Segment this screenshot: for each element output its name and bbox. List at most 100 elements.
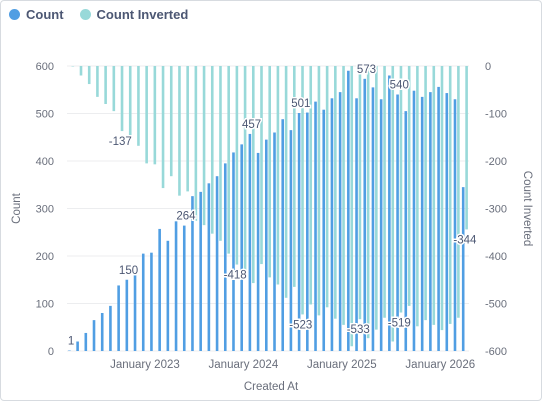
- bar-count-inverted[interactable]: [121, 66, 124, 131]
- x-tick-label: January 2025: [307, 359, 377, 371]
- bar-count-inverted[interactable]: [260, 66, 263, 264]
- bar-count[interactable]: [290, 130, 293, 351]
- bar-count-inverted[interactable]: [244, 66, 247, 273]
- bar-count-inverted[interactable]: [145, 66, 148, 163]
- bar-count-inverted[interactable]: [383, 66, 386, 318]
- bar-count[interactable]: [413, 91, 416, 351]
- bar-count[interactable]: [331, 98, 334, 351]
- bar-count-inverted[interactable]: [236, 66, 239, 265]
- bar-count[interactable]: [429, 92, 432, 351]
- bar-count[interactable]: [380, 99, 383, 351]
- bar-count-inverted[interactable]: [113, 66, 116, 111]
- bar-count[interactable]: [388, 76, 391, 352]
- bar-count-inverted[interactable]: [277, 66, 280, 285]
- data-label: -137: [109, 136, 132, 148]
- bar-count-inverted[interactable]: [375, 66, 378, 330]
- bar-count[interactable]: [281, 119, 284, 351]
- bar-count[interactable]: [199, 192, 202, 351]
- bar-count[interactable]: [85, 333, 88, 351]
- bar-count[interactable]: [232, 152, 235, 351]
- data-label: 1: [68, 336, 74, 348]
- bar-count-inverted[interactable]: [195, 66, 198, 221]
- bar-count[interactable]: [355, 98, 358, 351]
- bar-count[interactable]: [93, 320, 96, 351]
- bar-count[interactable]: [372, 87, 375, 351]
- x-tick-label: January 2023: [110, 359, 180, 371]
- bar-count[interactable]: [183, 226, 186, 351]
- data-label: 573: [357, 64, 376, 76]
- bar-count-inverted[interactable]: [326, 66, 329, 307]
- y-tick-right: -500: [485, 299, 507, 311]
- bar-count-inverted[interactable]: [104, 66, 107, 104]
- bar-count-inverted[interactable]: [252, 66, 255, 283]
- bar-count[interactable]: [117, 285, 120, 351]
- bar-count[interactable]: [421, 97, 424, 351]
- bar-count[interactable]: [150, 253, 153, 351]
- bar-count[interactable]: [142, 254, 145, 351]
- bar-count-inverted[interactable]: [170, 66, 173, 176]
- bar-count-inverted[interactable]: [441, 66, 444, 330]
- bar-count[interactable]: [322, 110, 325, 351]
- bar-count[interactable]: [396, 95, 399, 352]
- bar-count[interactable]: [437, 87, 440, 351]
- bar-count[interactable]: [462, 187, 465, 351]
- bar-count-inverted[interactable]: [432, 66, 435, 325]
- bar-count[interactable]: [158, 229, 161, 351]
- x-axis-title: Created At: [244, 381, 299, 393]
- bar-count[interactable]: [454, 99, 457, 351]
- bar-count[interactable]: [76, 342, 79, 352]
- bar-count-inverted[interactable]: [391, 66, 394, 342]
- bar-count-inverted[interactable]: [203, 66, 206, 225]
- bar-count-inverted[interactable]: [96, 66, 99, 97]
- bar-count-inverted[interactable]: [178, 66, 181, 196]
- bar-count-inverted[interactable]: [367, 66, 370, 338]
- bar-count-inverted[interactable]: [350, 66, 353, 346]
- bar-count[interactable]: [208, 183, 211, 351]
- bar-count-inverted[interactable]: [186, 66, 189, 191]
- bar-count[interactable]: [265, 140, 268, 351]
- bar-count-inverted[interactable]: [137, 66, 140, 146]
- bar-count-inverted[interactable]: [408, 66, 411, 306]
- bar-count-inverted[interactable]: [359, 66, 362, 319]
- bar-count-inverted[interactable]: [154, 66, 157, 164]
- bar-count-inverted[interactable]: [227, 66, 230, 254]
- bar-count-inverted[interactable]: [162, 66, 165, 188]
- bar-count-inverted[interactable]: [416, 66, 419, 326]
- bar-count[interactable]: [249, 134, 252, 351]
- bar-count[interactable]: [306, 113, 309, 351]
- bar-count-inverted[interactable]: [457, 66, 460, 318]
- bar-count-inverted[interactable]: [424, 66, 427, 320]
- bar-count-inverted[interactable]: [129, 66, 132, 137]
- bar-count[interactable]: [167, 241, 170, 351]
- bar-count-inverted[interactable]: [318, 66, 321, 315]
- bar-count[interactable]: [347, 71, 350, 351]
- bar-count-inverted[interactable]: [342, 66, 345, 325]
- bar-count-inverted[interactable]: [219, 66, 222, 241]
- bar-count[interactable]: [216, 176, 219, 351]
- bar-count-inverted[interactable]: [88, 66, 91, 84]
- bar-count-inverted[interactable]: [400, 66, 403, 313]
- bar-count[interactable]: [175, 221, 178, 351]
- bar-count[interactable]: [109, 306, 112, 351]
- bar-count-inverted[interactable]: [268, 66, 271, 277]
- bar-count[interactable]: [298, 113, 301, 351]
- bar-count[interactable]: [363, 79, 366, 351]
- bar-count[interactable]: [314, 102, 317, 351]
- bar-count[interactable]: [224, 163, 227, 351]
- bar-count-inverted[interactable]: [285, 66, 288, 298]
- bar-count-inverted[interactable]: [449, 66, 452, 324]
- bar-count[interactable]: [445, 93, 448, 351]
- bar-count-inverted[interactable]: [211, 66, 214, 234]
- bar-count-inverted[interactable]: [80, 66, 83, 76]
- bar-count-inverted[interactable]: [334, 66, 337, 319]
- bar-count[interactable]: [126, 280, 129, 351]
- bar-count[interactable]: [404, 111, 407, 351]
- bar-count-inverted[interactable]: [465, 66, 468, 229]
- bar-count[interactable]: [240, 144, 243, 351]
- bar-count[interactable]: [101, 313, 104, 351]
- bar-count[interactable]: [257, 153, 260, 351]
- bar-count[interactable]: [134, 271, 137, 351]
- bar-count[interactable]: [339, 92, 342, 351]
- bar-count[interactable]: [273, 133, 276, 352]
